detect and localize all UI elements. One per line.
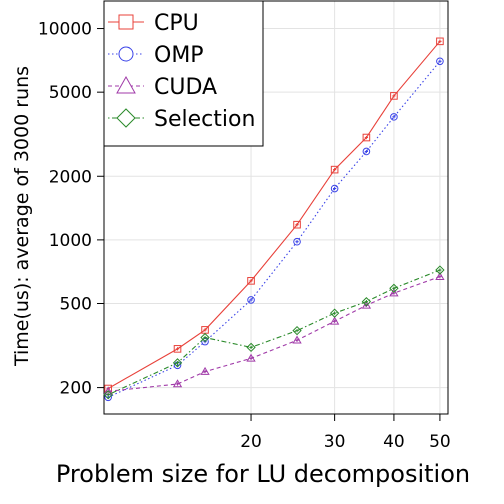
y-tick-label-10000: 10000 xyxy=(38,20,92,40)
data-point-selection-6 xyxy=(361,297,372,307)
y-tick-label-500: 500 xyxy=(60,294,92,314)
y-tick-label-5000: 5000 xyxy=(49,83,92,103)
data-point-omp-8 xyxy=(436,57,444,66)
legend-entry-cuda: CUDA xyxy=(108,75,217,100)
data-point-cpu-8 xyxy=(436,37,444,46)
data-point-cpu-1 xyxy=(173,345,182,353)
data-point-cuda-6 xyxy=(361,300,372,309)
data-point-cuda-2 xyxy=(200,366,210,375)
data-point-cuda-4 xyxy=(292,335,302,344)
data-point-cuda-5 xyxy=(329,316,340,325)
legend-entry-omp: OMP xyxy=(108,43,204,68)
data-point-omp-6 xyxy=(362,147,371,156)
legend-entry-cpu: CPU xyxy=(108,11,199,36)
y-tick-label-2000: 2000 xyxy=(49,167,92,187)
data-point-cpu-6 xyxy=(362,133,371,142)
x-tick-label-20: 20 xyxy=(240,432,262,452)
legend-marker-selection xyxy=(116,108,136,128)
legend-label-cpu: CPU xyxy=(154,11,199,36)
series-selection xyxy=(103,265,445,400)
data-point-cuda-1 xyxy=(172,379,183,388)
data-point-cpu-5 xyxy=(330,165,339,174)
y-axis-label: Time(us): average of 3000 runs xyxy=(11,66,33,367)
data-point-selection-2 xyxy=(200,332,210,343)
data-point-omp-3 xyxy=(247,296,255,304)
legend-entry-selection: Selection xyxy=(108,107,255,132)
x-tick-label-50: 50 xyxy=(429,432,451,452)
data-point-selection-3 xyxy=(246,342,256,353)
data-point-cuda-3 xyxy=(246,353,256,362)
data-point-omp-5 xyxy=(330,184,339,193)
legend: CPU OMP CUDA Selection xyxy=(103,0,264,147)
data-point-selection-0 xyxy=(103,390,113,400)
legend-marker-cpu xyxy=(118,14,134,30)
data-point-cpu-3 xyxy=(247,277,255,285)
data-point-cpu-4 xyxy=(293,220,301,229)
grid xyxy=(104,1,448,414)
legend-marker-omp xyxy=(118,46,134,62)
data-point-selection-1 xyxy=(172,358,183,368)
x-tick-label-40: 40 xyxy=(383,432,405,452)
x-tick-label-30: 30 xyxy=(324,432,346,452)
axis-ticks: 20 30 40 50 200 500 1000 2000 5000 10000 xyxy=(38,20,451,452)
series-line-cuda xyxy=(108,276,441,392)
y-tick-label-1000: 1000 xyxy=(49,231,92,251)
x-axis-label: Problem size for LU decomposition xyxy=(56,460,470,488)
series-line-selection xyxy=(107,269,441,396)
y-tick-label-200: 200 xyxy=(60,379,92,399)
series-layer xyxy=(103,37,445,402)
data-point-selection-7 xyxy=(389,283,399,293)
data-point-selection-8 xyxy=(435,265,445,275)
data-point-cuda-7 xyxy=(389,288,399,297)
legend-marker-cuda xyxy=(116,75,136,94)
data-point-selection-5 xyxy=(329,308,340,318)
data-point-cpu-7 xyxy=(390,92,398,100)
plot-frame xyxy=(103,0,449,415)
data-point-omp-4 xyxy=(293,237,301,246)
data-point-selection-4 xyxy=(292,325,302,336)
data-point-omp-7 xyxy=(390,113,398,121)
data-point-cuda-8 xyxy=(435,271,445,280)
legend-label-omp: OMP xyxy=(154,43,204,68)
legend-label-selection: Selection xyxy=(154,107,255,132)
legend-label-cuda: CUDA xyxy=(154,75,217,100)
